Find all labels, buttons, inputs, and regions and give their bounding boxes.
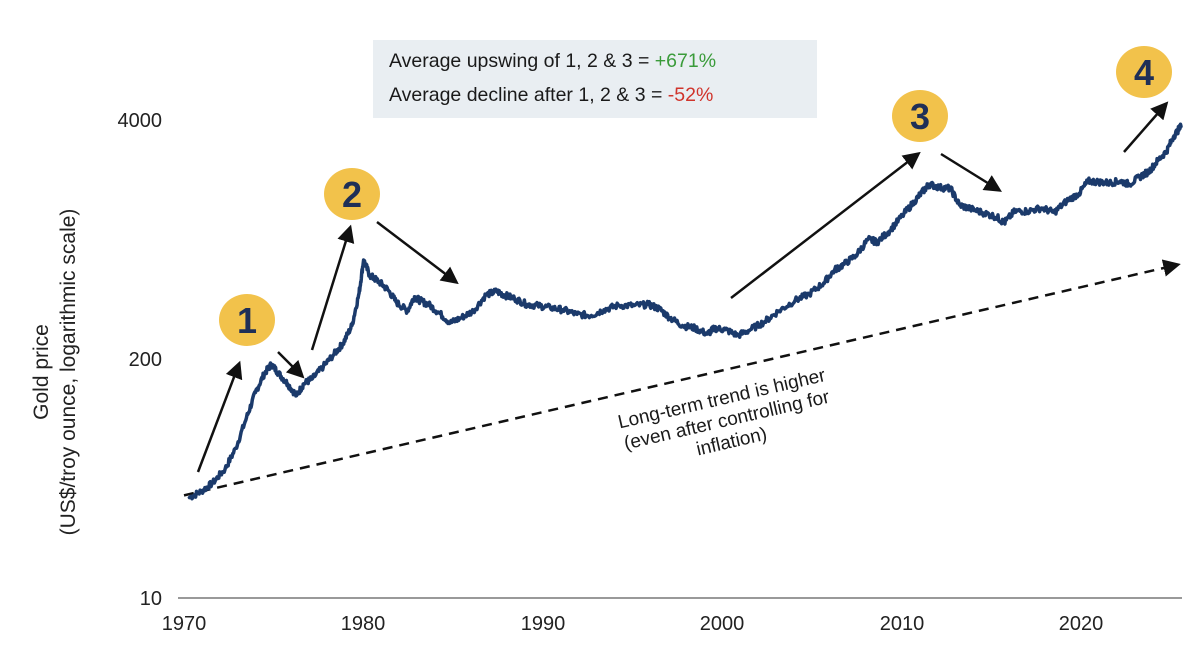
badge-4-label: 4: [1134, 52, 1154, 93]
decline-stat: Average decline after 1, 2 & 3 = -52%: [389, 78, 801, 112]
stats-box: Average upswing of 1, 2 & 3 = +671% Aver…: [373, 40, 817, 118]
x-tick-label-2020: 2020: [1059, 613, 1104, 635]
upswing-label: Average upswing of 1, 2 & 3 =: [389, 50, 655, 72]
y-tick-label-200: 200: [129, 349, 162, 371]
upswing-stat: Average upswing of 1, 2 & 3 = +671%: [389, 44, 801, 78]
badge-2-label: 2: [342, 174, 362, 215]
decline-value: -52%: [667, 84, 714, 106]
upswing-arrow-4: [1123, 101, 1169, 153]
badge-3: 3: [892, 90, 948, 142]
upswing-arrow-1: [196, 360, 243, 473]
upswing-value: +671%: [654, 50, 717, 72]
gold-price-series-line: [187, 122, 1183, 501]
y-tick-label-10: 10: [140, 588, 162, 610]
decline-arrow-2: [376, 221, 459, 285]
decline-arrow-3: [940, 152, 1002, 192]
badge-4: 4: [1116, 46, 1172, 98]
x-tick-label-1980: 1980: [341, 613, 386, 635]
trend-line: [183, 259, 1181, 497]
badge-3-label: 3: [910, 96, 930, 137]
upswing-arrow-2: [310, 224, 355, 351]
y-axis-title: Gold price: [30, 324, 53, 420]
badge-2: 2: [324, 168, 380, 220]
y-axis-subtitle: (US$/troy ounce, logarithmic scale): [57, 209, 80, 536]
x-tick-label-1990: 1990: [521, 613, 566, 635]
upswing-arrow-3: [730, 151, 921, 299]
decline-arrow-1: [277, 351, 305, 379]
decline-label: Average decline after 1, 2 & 3 =: [389, 84, 668, 106]
badge-1-label: 1: [237, 300, 257, 341]
x-tick-label-2000: 2000: [700, 613, 745, 635]
badge-1: 1: [219, 294, 275, 346]
y-tick-label-4000: 4000: [118, 110, 163, 132]
x-tick-label-2010: 2010: [880, 613, 925, 635]
x-tick-label-1970: 1970: [162, 613, 207, 635]
